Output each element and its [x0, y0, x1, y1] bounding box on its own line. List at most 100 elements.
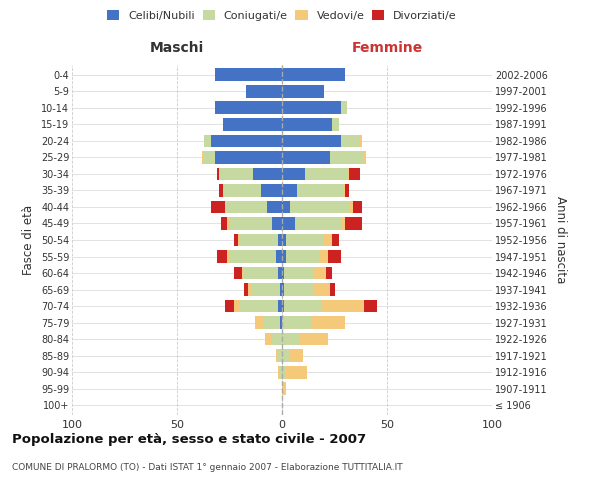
Bar [282, 349, 290, 362]
Bar [341, 102, 347, 114]
Bar [331, 283, 335, 296]
Bar [265, 332, 271, 345]
Bar [268, 200, 282, 213]
Bar [345, 184, 349, 197]
Bar [282, 300, 284, 312]
Legend: Celibi/Nubili, Coniugati/e, Vedovi/e, Divorziati/e: Celibi/Nubili, Coniugati/e, Vedovi/e, Di… [105, 8, 459, 23]
Bar [219, 184, 223, 197]
Bar [349, 200, 353, 213]
Bar [227, 250, 229, 263]
Bar [343, 184, 345, 197]
Bar [311, 316, 345, 329]
Bar [278, 366, 280, 378]
Bar [227, 217, 229, 230]
Bar [204, 134, 211, 147]
Bar [364, 151, 366, 164]
Bar [244, 283, 248, 296]
Bar [217, 168, 219, 180]
Bar [295, 217, 341, 230]
Bar [244, 266, 278, 280]
Bar [263, 316, 280, 329]
Bar [247, 85, 282, 98]
Bar [282, 250, 286, 263]
Text: Popolazione per età, sesso e stato civile - 2007: Popolazione per età, sesso e stato civil… [12, 432, 366, 446]
Bar [280, 366, 282, 378]
Bar [282, 234, 286, 246]
Bar [286, 250, 320, 263]
Bar [324, 234, 332, 246]
Bar [202, 151, 204, 164]
Bar [282, 200, 290, 213]
Bar [284, 283, 314, 296]
Bar [211, 134, 282, 147]
Bar [276, 349, 278, 362]
Bar [341, 134, 360, 147]
Bar [290, 200, 349, 213]
Bar [332, 234, 338, 246]
Bar [229, 250, 276, 263]
Bar [326, 266, 332, 280]
Bar [215, 102, 282, 114]
Bar [282, 85, 324, 98]
Bar [261, 184, 282, 197]
Bar [282, 134, 341, 147]
Bar [282, 366, 286, 378]
Bar [280, 283, 282, 296]
Bar [331, 151, 364, 164]
Bar [282, 316, 311, 329]
Bar [282, 102, 341, 114]
Bar [353, 200, 362, 213]
Bar [215, 151, 282, 164]
Bar [276, 250, 282, 263]
Bar [223, 118, 282, 131]
Bar [282, 283, 284, 296]
Y-axis label: Fasce di età: Fasce di età [22, 205, 35, 275]
Bar [238, 234, 240, 246]
Bar [299, 332, 328, 345]
Bar [347, 168, 349, 180]
Bar [255, 316, 263, 329]
Bar [278, 349, 282, 362]
Y-axis label: Anni di nascita: Anni di nascita [554, 196, 567, 284]
Bar [296, 184, 343, 197]
Bar [282, 151, 331, 164]
Text: COMUNE DI PRALORMO (TO) - Dati ISTAT 1° gennaio 2007 - Elaborazione TUTTITALIA.I: COMUNE DI PRALORMO (TO) - Dati ISTAT 1° … [12, 462, 403, 471]
Bar [360, 134, 362, 147]
Bar [219, 168, 253, 180]
Bar [345, 217, 362, 230]
Bar [284, 266, 314, 280]
Text: Maschi: Maschi [150, 41, 204, 55]
Bar [229, 217, 271, 230]
Bar [282, 168, 305, 180]
Bar [240, 300, 278, 312]
Bar [290, 349, 303, 362]
Bar [226, 200, 268, 213]
Bar [305, 168, 347, 180]
Bar [322, 300, 364, 312]
Bar [282, 266, 284, 280]
Bar [282, 118, 332, 131]
Bar [223, 184, 261, 197]
Bar [248, 283, 251, 296]
Bar [221, 217, 227, 230]
Bar [253, 168, 282, 180]
Bar [282, 217, 295, 230]
Bar [251, 283, 280, 296]
Bar [271, 217, 282, 230]
Bar [282, 332, 299, 345]
Bar [282, 382, 286, 395]
Bar [242, 266, 244, 280]
Bar [278, 300, 282, 312]
Bar [234, 266, 242, 280]
Bar [320, 250, 328, 263]
Bar [286, 234, 324, 246]
Bar [314, 266, 326, 280]
Bar [204, 151, 215, 164]
Bar [364, 300, 377, 312]
Bar [286, 366, 307, 378]
Bar [328, 250, 341, 263]
Bar [234, 300, 240, 312]
Text: Femmine: Femmine [352, 41, 422, 55]
Bar [217, 250, 227, 263]
Bar [284, 300, 322, 312]
